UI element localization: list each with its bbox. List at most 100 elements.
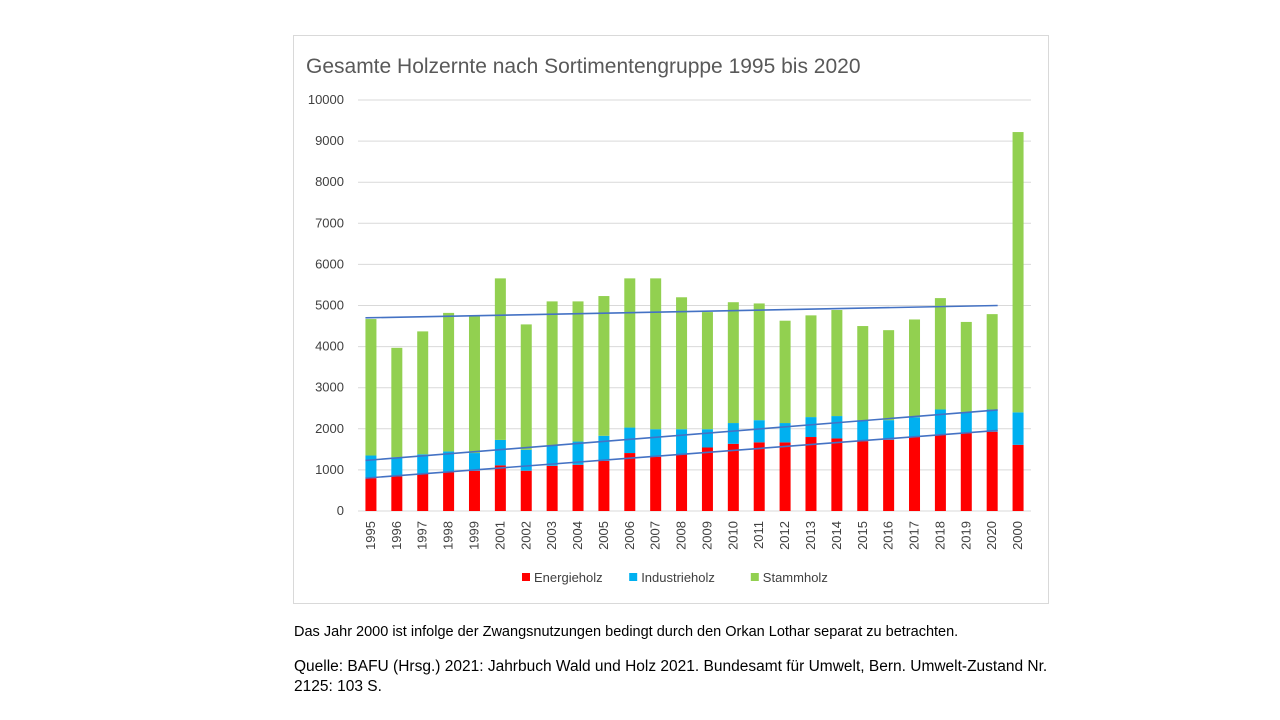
x-tick-label: 2016 — [881, 521, 896, 550]
x-tick-label: 1997 — [415, 521, 430, 550]
bar-energieholz-2010 — [727, 443, 739, 511]
bar-stammholz-1997 — [417, 331, 429, 455]
bar-energieholz-1997 — [417, 473, 429, 511]
bar-stammholz-2020 — [986, 314, 998, 410]
legend-swatch-industrieholz — [629, 573, 638, 581]
chart-note: Das Jahr 2000 ist infolge der Zwangsnutz… — [294, 624, 959, 640]
bar-industrieholz-2007 — [650, 429, 662, 457]
y-tick-label: 5000 — [315, 298, 344, 313]
bar-energieholz-2002 — [520, 470, 532, 511]
bar-energieholz-2013 — [805, 437, 817, 511]
bar-stammholz-2006 — [624, 278, 636, 428]
x-tick-label: 2009 — [699, 521, 714, 550]
bar-energieholz-2005 — [598, 460, 610, 511]
x-tick-label: 2018 — [932, 521, 947, 550]
y-tick-label: 3000 — [315, 380, 344, 395]
legend-label: Energieholz — [534, 570, 603, 585]
bar-industrieholz-1998 — [443, 451, 455, 473]
x-tick-label: 2007 — [648, 521, 663, 550]
bar-energieholz-2015 — [857, 441, 869, 511]
bar-stammholz-2019 — [960, 321, 972, 412]
bar-energieholz-1998 — [443, 472, 455, 511]
bar-stammholz-2018 — [934, 298, 946, 410]
y-tick-label: 7000 — [315, 215, 344, 230]
x-tick-label: 2006 — [622, 521, 637, 550]
bar-energieholz-2003 — [546, 465, 558, 511]
bar-stammholz-2005 — [598, 296, 610, 436]
bar-energieholz-2017 — [909, 437, 921, 511]
bar-stammholz-1999 — [468, 316, 480, 454]
bar-stammholz-1996 — [391, 347, 403, 458]
stacked-bar-chart: Gesamte Holzernte nach Sortimentengruppe… — [306, 55, 1031, 585]
bar-energieholz-1996 — [391, 476, 403, 511]
bar-stammholz-2017 — [909, 319, 921, 418]
y-tick-label: 8000 — [315, 174, 344, 189]
bar-stammholz-2007 — [650, 278, 662, 430]
chart-frame: Gesamte Holzernte nach Sortimentengruppe… — [293, 35, 1049, 604]
bar-industrieholz-2005 — [598, 435, 610, 461]
x-tick-label: 2013 — [803, 521, 818, 550]
bar-stammholz-2009 — [701, 312, 713, 430]
x-tick-label: 2014 — [829, 521, 844, 550]
trendline — [365, 304, 998, 319]
x-tick-label: 2010 — [725, 521, 740, 550]
bar-industrieholz-2011 — [753, 420, 765, 443]
bar-industrieholz-2018 — [934, 409, 946, 435]
bar-energieholz-2009 — [701, 447, 713, 511]
bar-stammholz-1998 — [443, 312, 455, 452]
bar-stammholz-2002 — [520, 324, 532, 450]
bar-energieholz-2011 — [753, 442, 765, 511]
bar-industrieholz-1997 — [417, 454, 429, 474]
source-citation: Quelle: BAFU (Hrsg.) 2021: Jahrbuch Wald… — [294, 658, 1048, 695]
bar-stammholz-2013 — [805, 315, 817, 418]
x-tick-label: 2003 — [544, 521, 559, 550]
bar-industrieholz-2015 — [857, 420, 869, 442]
x-tick-label: 2015 — [855, 521, 870, 550]
x-tick-label: 1998 — [441, 521, 456, 550]
trendline — [365, 429, 998, 479]
bar-energieholz-2001 — [494, 465, 506, 511]
x-tick-label: 1999 — [466, 521, 481, 550]
bar-industrieholz-1995 — [365, 455, 377, 479]
bar-stammholz-2014 — [831, 310, 843, 417]
bar-stammholz-2015 — [857, 326, 869, 421]
y-tick-label: 1000 — [315, 462, 344, 477]
x-tick-label: 2012 — [777, 521, 792, 550]
y-tick-label: 4000 — [315, 339, 344, 354]
bar-stammholz-2004 — [572, 301, 584, 442]
x-tick-label: 1996 — [389, 521, 404, 550]
bar-energieholz-2019 — [960, 433, 972, 511]
bar-industrieholz-2012 — [779, 423, 791, 443]
trendline — [365, 409, 998, 462]
bar-energieholz-1995 — [365, 478, 377, 511]
bar-industrieholz-2016 — [883, 420, 895, 440]
bar-industrieholz-2020 — [986, 409, 998, 432]
bar-energieholz-2020 — [986, 431, 998, 511]
bar-energieholz-2018 — [934, 434, 946, 511]
bar-energieholz-2014 — [831, 438, 843, 511]
x-tick-label: 2020 — [984, 521, 999, 550]
chart-title: Gesamte Holzernte nach Sortimentengruppe… — [306, 55, 861, 78]
x-tick-label: 2002 — [518, 521, 533, 550]
bar-industrieholz-2003 — [546, 445, 558, 466]
bar-stammholz-2000 — [1012, 132, 1024, 413]
legend-label: Industrieholz — [641, 570, 715, 585]
bar-industrieholz-2013 — [805, 417, 817, 438]
bar-industrieholz-2017 — [909, 417, 921, 438]
bar-energieholz-2016 — [883, 439, 895, 511]
bar-stammholz-2011 — [753, 303, 765, 421]
bar-industrieholz-2002 — [520, 449, 532, 471]
bar-energieholz-1999 — [468, 470, 480, 511]
bar-industrieholz-2000 — [1012, 412, 1024, 445]
legend-label: Stammholz — [763, 570, 828, 585]
bar-industrieholz-2009 — [701, 429, 713, 448]
y-tick-label: 6000 — [315, 256, 344, 271]
bar-industrieholz-2019 — [960, 411, 972, 434]
x-tick-label: 2005 — [596, 521, 611, 550]
bar-energieholz-2012 — [779, 442, 791, 511]
bar-energieholz-2000 — [1012, 444, 1024, 511]
bar-energieholz-2004 — [572, 464, 584, 511]
x-tick-label: 2019 — [958, 521, 973, 550]
bar-industrieholz-1999 — [468, 453, 480, 471]
x-tick-label: 2008 — [674, 521, 689, 550]
